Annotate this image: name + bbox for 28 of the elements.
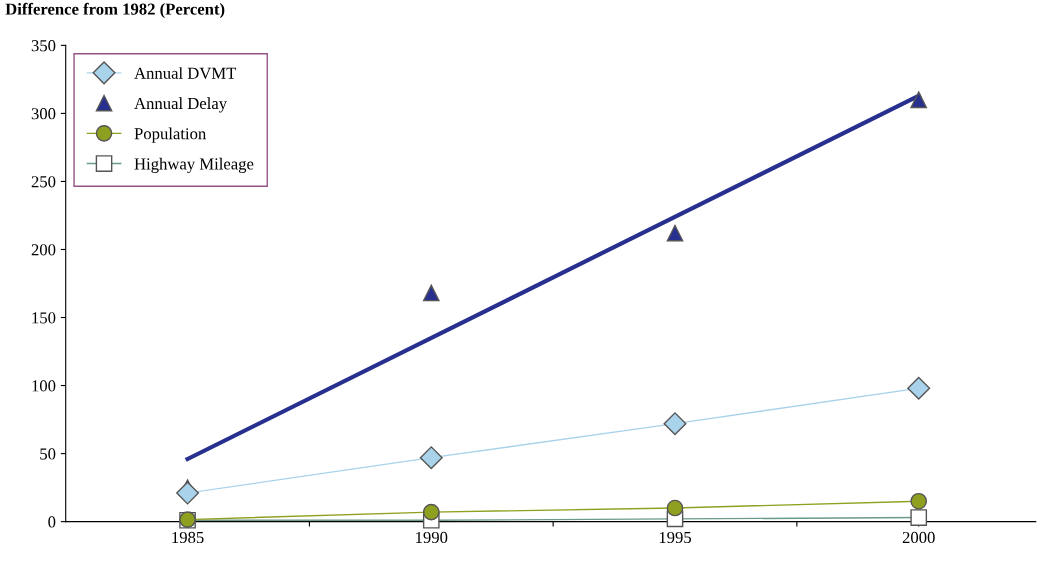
x-tick-label: 1990 xyxy=(416,531,448,544)
point xyxy=(422,503,440,521)
point xyxy=(910,492,928,510)
y-tick-label: 200 xyxy=(31,244,56,256)
point xyxy=(419,446,443,470)
legend-label: Population xyxy=(134,127,207,143)
legend-label: Annual Delay xyxy=(134,97,227,113)
y-axis-title: Difference from 1982 (Percent) xyxy=(5,2,225,19)
point xyxy=(907,376,931,400)
y-tick-label: 100 xyxy=(32,380,56,392)
y-tick-label: 300 xyxy=(31,108,56,120)
x-tick-label: 1985 xyxy=(172,531,204,544)
y-tick-label: 50 xyxy=(40,448,56,460)
x-tick-label: 1995 xyxy=(659,531,692,544)
legend-label: Annual DVMT xyxy=(134,67,237,79)
point xyxy=(663,412,687,436)
y-tick-label: 350 xyxy=(31,40,56,52)
legend-label: Highway Mileage xyxy=(134,157,254,173)
y-tick-label: 250 xyxy=(31,176,56,188)
point xyxy=(910,509,928,526)
y-tick-label: 150 xyxy=(32,312,56,324)
point xyxy=(666,499,684,517)
x-tick-label: 2000 xyxy=(902,531,935,544)
point xyxy=(666,224,684,242)
point xyxy=(176,481,200,505)
point xyxy=(910,91,928,109)
point xyxy=(422,284,440,302)
y-tick-label: 0 xyxy=(48,516,56,528)
